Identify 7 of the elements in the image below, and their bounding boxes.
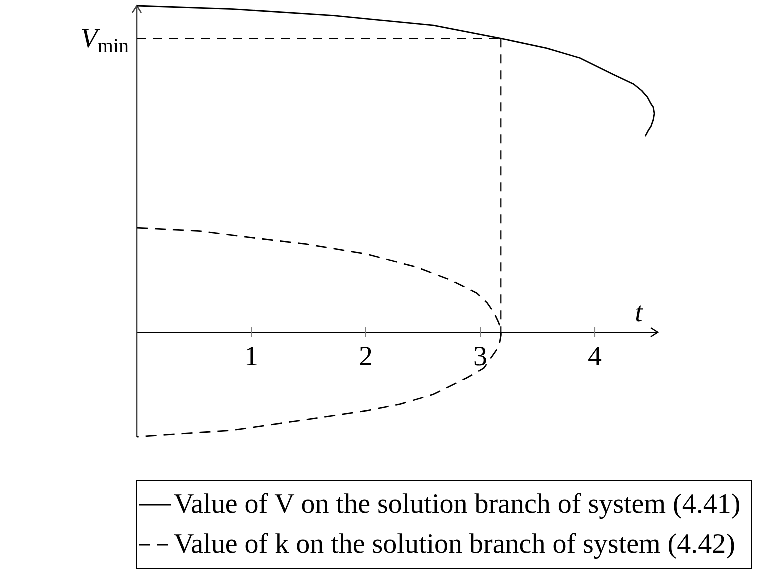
x-tick-label: 3 [474,342,488,373]
x-tick-label: 4 [588,342,602,373]
legend-label: Value of k on the solution branch of system (4.42) [174,529,736,561]
legend-label: Value of V on the solution branch of system (4.41) [174,489,741,521]
x-tick-label: 2 [359,342,374,373]
x-tick-label: 1 [244,342,259,373]
x-axis-title: t [635,298,644,329]
